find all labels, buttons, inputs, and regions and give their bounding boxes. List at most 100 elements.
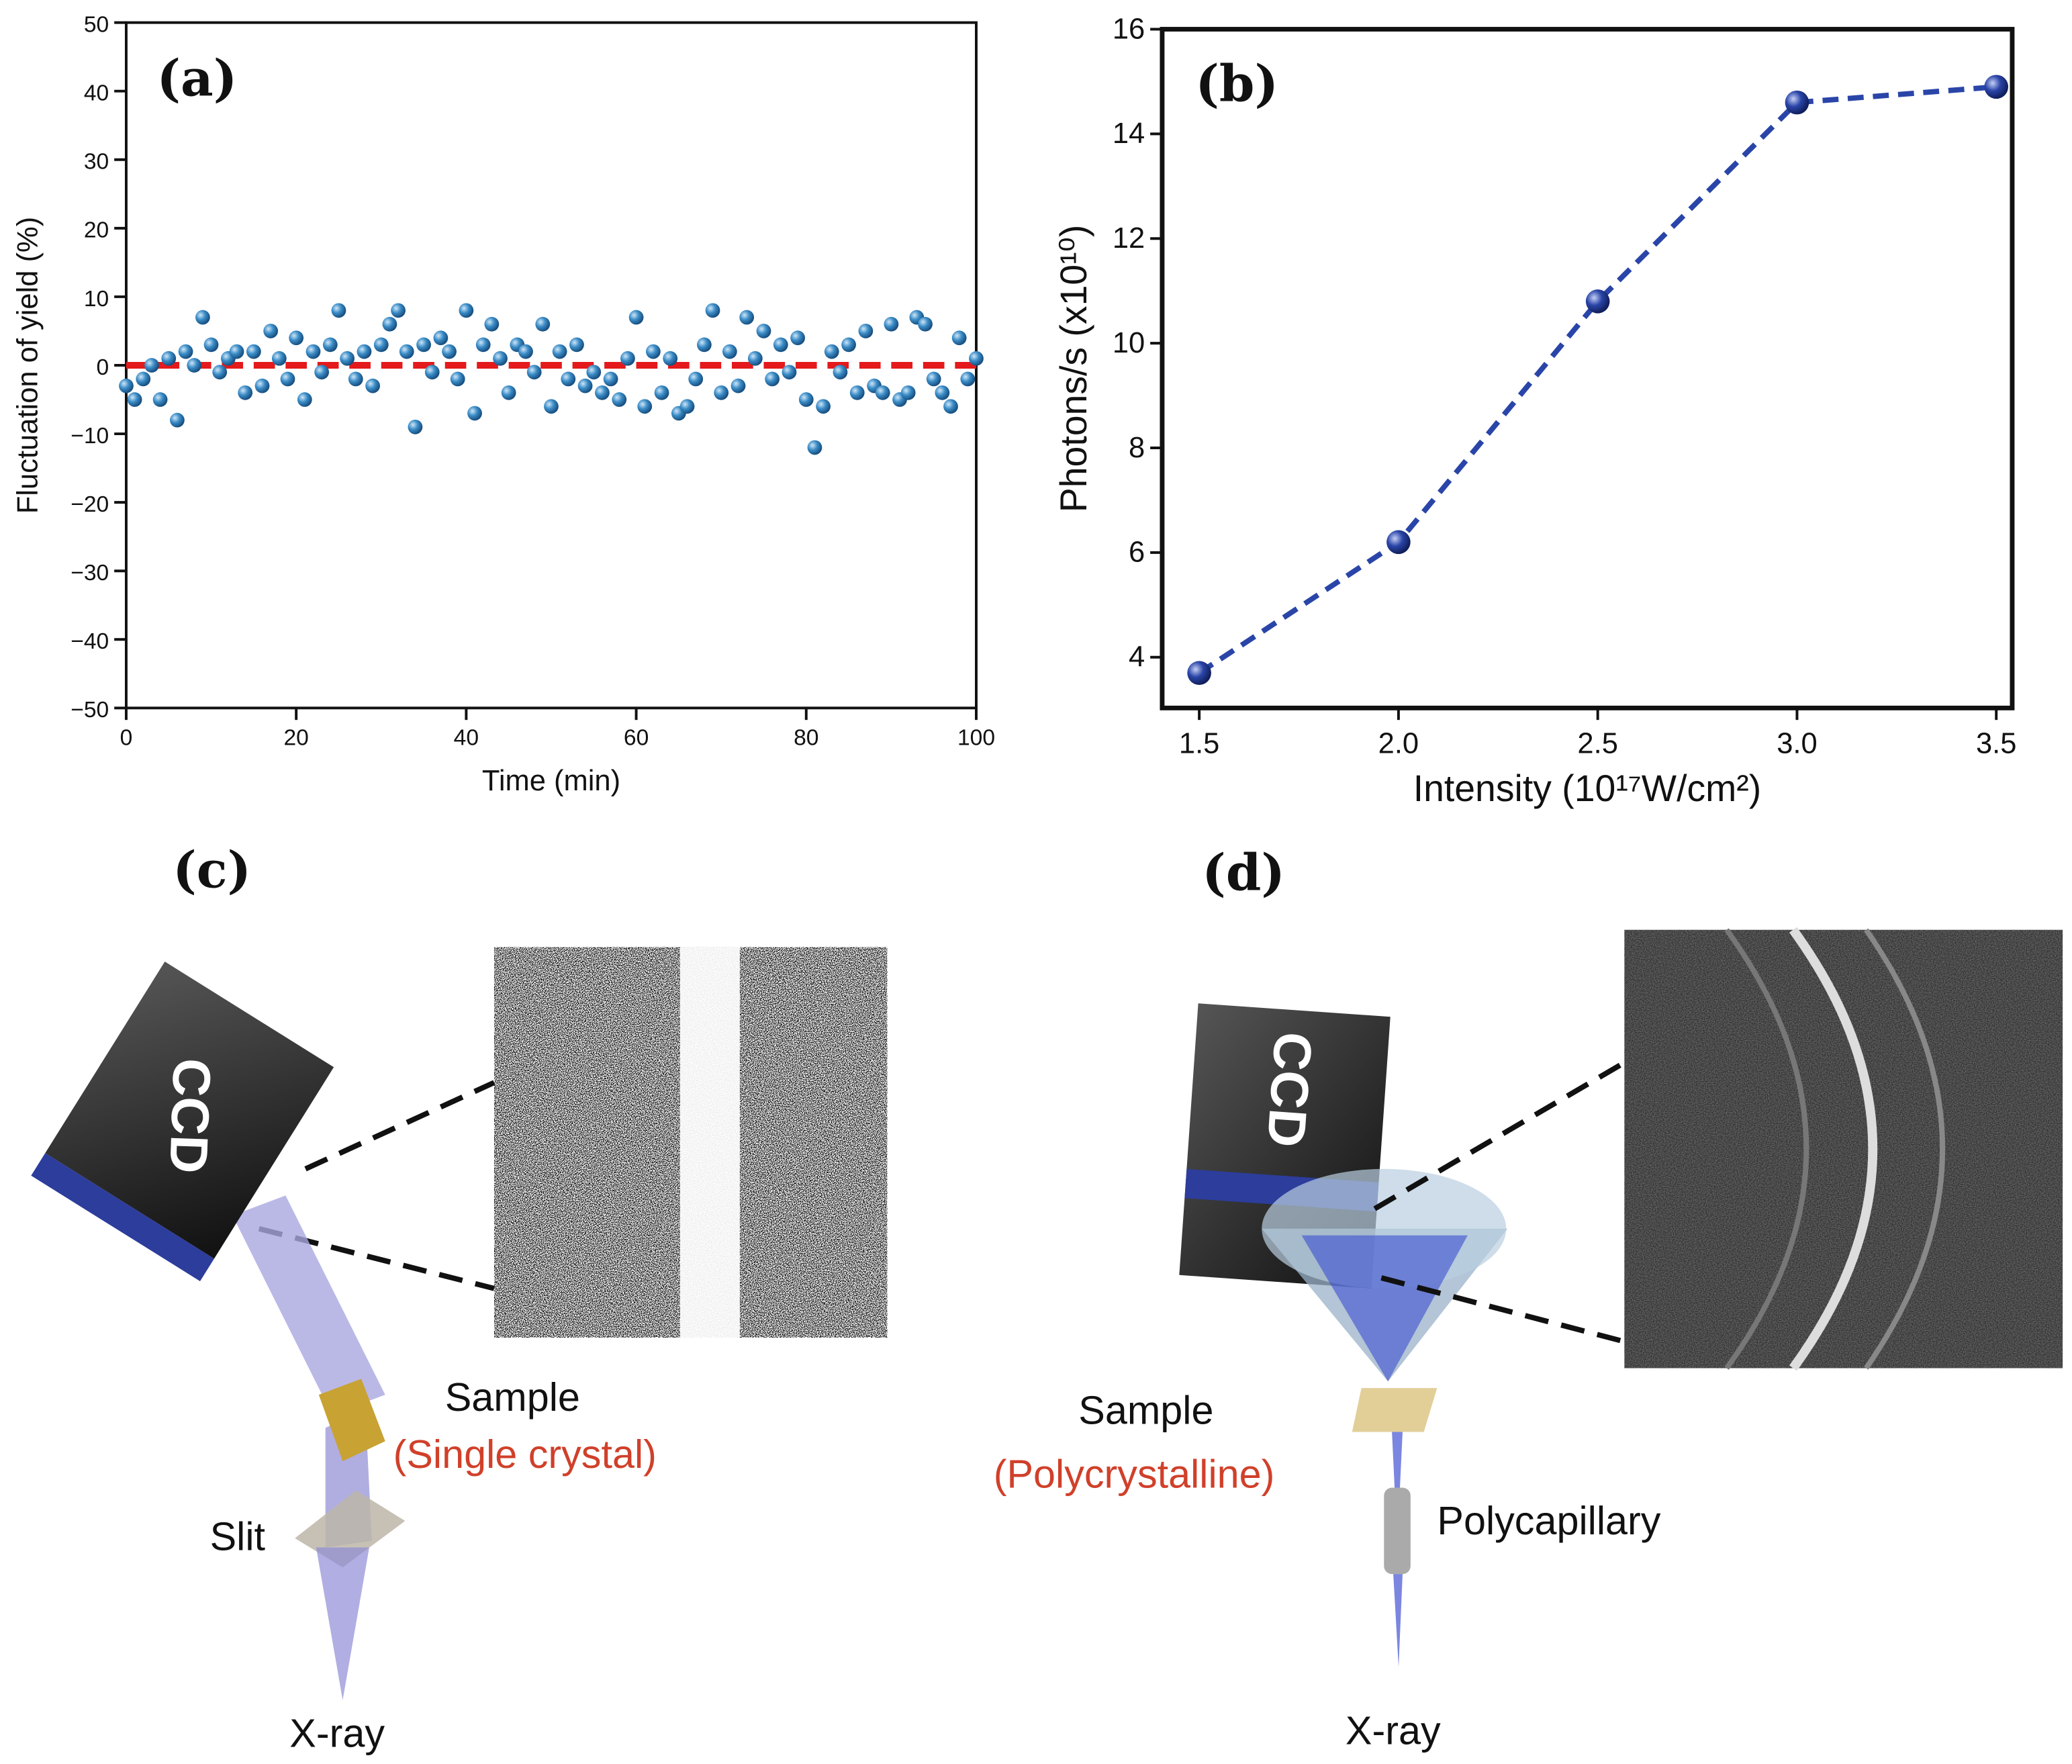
x-tick-label: 40 [454, 726, 479, 751]
point [552, 344, 567, 359]
ccd-label: CCD [1256, 1030, 1324, 1149]
y-tick-label: −40 [70, 629, 109, 654]
point [765, 371, 780, 387]
point [612, 392, 627, 407]
panel-label: (b) [1195, 53, 1278, 113]
ring [1724, 928, 1809, 1370]
point [620, 351, 635, 366]
point [577, 378, 593, 393]
point [595, 385, 610, 400]
point [254, 378, 270, 393]
point [526, 365, 542, 380]
detector-noise [1624, 929, 2063, 1368]
sample [318, 1379, 385, 1461]
gap [679, 947, 740, 1338]
point [297, 392, 312, 407]
beam [232, 1195, 385, 1415]
x-tick-label: 2.5 [1577, 728, 1617, 760]
x-tick-label: 60 [624, 726, 649, 751]
point [935, 385, 950, 400]
point [1984, 75, 2009, 99]
point [722, 344, 737, 359]
point [484, 316, 500, 332]
point [170, 412, 185, 428]
point [382, 316, 397, 332]
beam [1392, 1432, 1403, 1488]
point [688, 371, 704, 387]
point [348, 371, 363, 387]
point [833, 365, 848, 380]
point [450, 371, 465, 387]
point [798, 392, 814, 407]
panel-label: (c) [173, 839, 251, 899]
y-tick-label: −10 [70, 424, 109, 449]
point [637, 399, 653, 414]
point [858, 324, 874, 338]
point [646, 344, 661, 359]
point [951, 330, 967, 346]
point [271, 351, 287, 366]
point [884, 316, 899, 332]
panel-label: (a) [156, 48, 237, 107]
point [144, 358, 159, 373]
zoom-line [304, 1080, 496, 1172]
point [433, 330, 449, 346]
point [373, 337, 389, 353]
point [773, 337, 788, 353]
beam [1393, 1574, 1403, 1667]
point [782, 365, 797, 380]
zoom-line [1373, 1060, 1626, 1211]
x-tick-label: 20 [283, 726, 308, 751]
point [705, 303, 720, 318]
point [331, 303, 346, 318]
point [459, 303, 474, 318]
polycapillary [1384, 1487, 1411, 1575]
y-tick-label: 6 [1129, 537, 1145, 569]
plot-frame [1160, 27, 2015, 710]
point [816, 399, 831, 414]
y-tick-label: 0 [97, 355, 109, 380]
point [603, 371, 618, 387]
zoom-line [1380, 1275, 1626, 1344]
point [969, 351, 984, 366]
x-tick-label: 3.5 [1976, 728, 2016, 760]
y-tick-label: −50 [70, 698, 109, 723]
y-tick-label: 14 [1113, 118, 1145, 150]
point [289, 330, 304, 346]
y-axis-label: Photons/s (x10¹⁰) [1053, 225, 1094, 512]
point [663, 351, 678, 366]
ccd-label: CCD [158, 1058, 222, 1174]
diagram-d: (d) CCD Sample (Polycrystalline) Polycap… [994, 842, 2063, 1753]
point [322, 337, 338, 353]
point [399, 344, 414, 359]
y-tick-label: 50 [84, 12, 109, 37]
point [926, 371, 941, 387]
point [714, 385, 729, 400]
point [628, 310, 644, 325]
optic-label: Polycapillary [1437, 1498, 1660, 1543]
optic-label: Slit [210, 1514, 266, 1559]
point [731, 378, 746, 393]
y-tick-label: 10 [84, 287, 109, 312]
x-tick-label: 0 [120, 726, 133, 751]
point [136, 371, 151, 387]
ring [1864, 928, 1946, 1370]
point [127, 392, 142, 407]
x-axis-label: Time (min) [482, 765, 620, 797]
point [900, 385, 916, 400]
point [280, 371, 295, 387]
chart: 1.5 2.0 2.5 3.0 3.5 4 6 8 10 12 14 16 Intensity (10¹… [1053, 13, 2016, 808]
y-tick-label: 30 [84, 150, 109, 175]
point [1785, 90, 1809, 115]
x-tick-label: 2.0 [1378, 728, 1419, 760]
point [569, 337, 584, 353]
point [391, 303, 406, 318]
point [739, 310, 755, 325]
point [246, 344, 261, 359]
x-tick-label: 3.0 [1777, 728, 1817, 760]
point [790, 330, 805, 346]
ring [1789, 927, 1878, 1371]
point [544, 399, 559, 414]
